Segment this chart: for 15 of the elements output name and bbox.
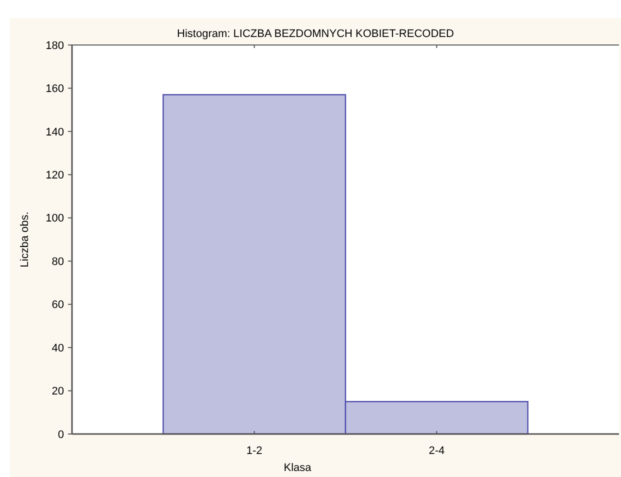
y-axis-title: Liczba obs. [19,212,31,268]
y-tick-label: 100 [46,212,64,225]
y-tick-label: 20 [52,386,64,398]
y-tick-label: 60 [52,299,64,312]
y-tick-label: 120 [46,170,64,182]
x-tick-label: 1-2 [246,445,262,457]
y-tick-label: 140 [46,126,64,138]
y-tick-label: 80 [52,256,64,268]
y-tick-label: 40 [52,342,64,354]
chart-title: Histogram: LICZBA BEZDOMNYCH KOBIET-RECODED [177,28,454,40]
x-axis-title: Klasa [284,462,312,474]
y-tick-label: 0 [58,428,64,441]
y-tick-label: 180 [46,40,64,52]
y-tick-label: 160 [46,83,64,96]
x-tick-label: 2-4 [428,445,445,457]
